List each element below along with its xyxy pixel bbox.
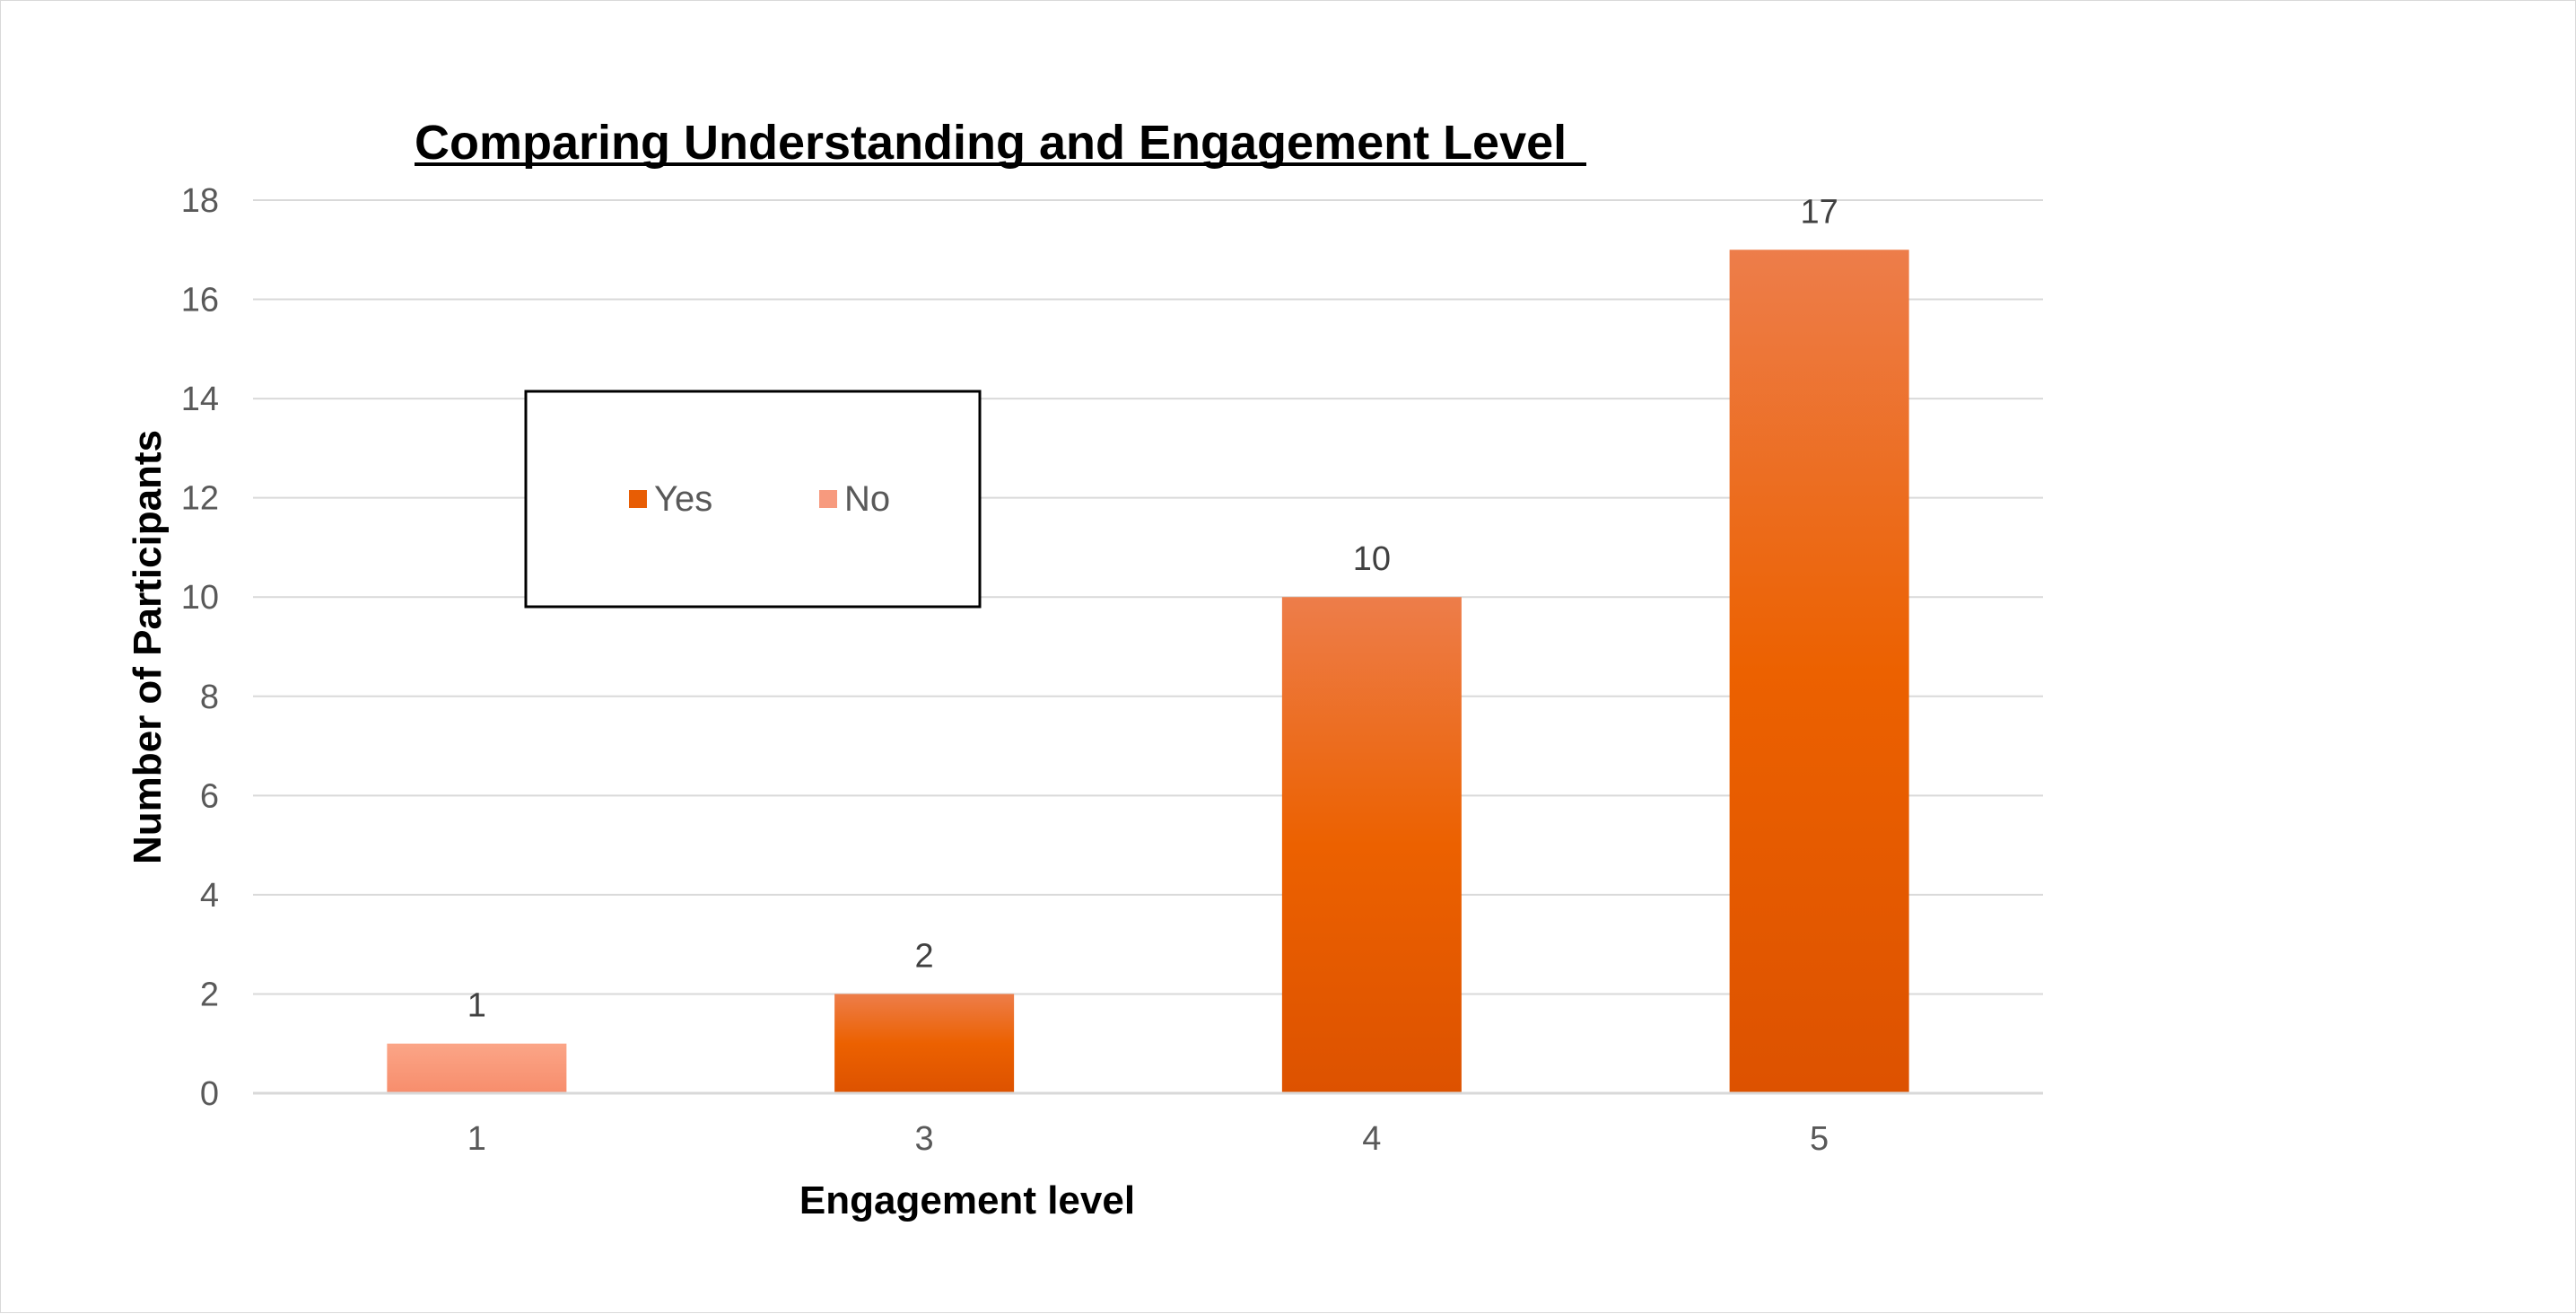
x-axis-ticks: 1 3 4 5 (467, 1120, 1829, 1158)
data-label-yes-4: 10 (1353, 540, 1391, 578)
y-axis-ticks: 0 2 4 6 8 10 12 14 16 18 (181, 182, 219, 1113)
y-tick-label-6: 6 (200, 777, 219, 815)
bar-yes-3 (834, 994, 1015, 1093)
chart-title: Comparing Understanding and Engagement L… (415, 116, 1567, 170)
data-label-no-1: 1 (467, 987, 486, 1025)
legend-label-no: No (844, 479, 890, 519)
legend-label-yes: Yes (654, 479, 712, 519)
y-tick-label-10: 10 (181, 579, 219, 617)
x-tick-label-1: 1 (467, 1120, 486, 1158)
legend-swatch-yes (629, 490, 647, 508)
data-label-yes-3: 2 (915, 937, 934, 975)
data-label-yes-5: 17 (1800, 193, 1838, 231)
legend: Yes No (524, 390, 982, 609)
x-tick-label-5: 5 (1810, 1120, 1829, 1158)
x-axis-title: Engagement level (799, 1178, 1135, 1222)
legend-box (524, 390, 982, 609)
y-tick-label-12: 12 (181, 480, 219, 518)
y-tick-label-0: 0 (200, 1075, 219, 1113)
y-tick-label-4: 4 (200, 877, 219, 915)
bar-no-1 (387, 1043, 567, 1093)
bars (387, 250, 1909, 1093)
y-tick-label-16: 16 (181, 282, 219, 320)
y-tick-label-18: 18 (181, 182, 219, 220)
y-tick-label-14: 14 (181, 381, 219, 418)
bar-yes-5 (1729, 250, 1909, 1093)
data-labels: 1 2 10 17 (467, 193, 1838, 1024)
x-tick-label-4: 4 (1362, 1120, 1381, 1158)
y-axis-title: Number of Participants (126, 430, 170, 864)
bar-yes-4 (1281, 597, 1462, 1093)
legend-swatch-no (819, 490, 837, 508)
y-tick-label-8: 8 (200, 679, 219, 716)
x-tick-label-3: 3 (915, 1120, 934, 1158)
y-tick-label-2: 2 (200, 976, 219, 1013)
